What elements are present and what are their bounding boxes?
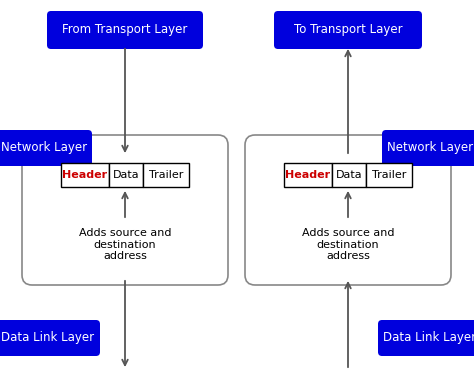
Bar [284,163,332,187]
Text: Header: Header [285,170,330,180]
Text: Data: Data [113,170,139,180]
Text: From Transport Layer: From Transport Layer [62,23,188,36]
FancyBboxPatch shape [245,135,451,285]
Text: Trailer: Trailer [372,170,406,180]
Text: Trailer: Trailer [149,170,183,180]
Text: To Transport Layer: To Transport Layer [294,23,402,36]
Text: Network Layer: Network Layer [1,141,87,155]
Bar [366,163,412,187]
Text: Header: Header [63,170,108,180]
Bar [332,163,366,187]
FancyBboxPatch shape [274,11,422,49]
Bar [143,163,189,187]
Bar [109,163,143,187]
Text: Data: Data [336,170,362,180]
Text: Adds source and
destination
address: Adds source and destination address [79,228,171,261]
FancyBboxPatch shape [22,135,228,285]
FancyBboxPatch shape [382,130,474,166]
Text: Adds source and
destination
address: Adds source and destination address [302,228,394,261]
Text: Data Link Layer: Data Link Layer [1,332,94,345]
FancyBboxPatch shape [0,130,92,166]
FancyBboxPatch shape [378,320,474,356]
Bar [61,163,109,187]
FancyBboxPatch shape [47,11,203,49]
Text: Data Link Layer: Data Link Layer [383,332,474,345]
FancyBboxPatch shape [0,320,100,356]
Text: Network Layer: Network Layer [387,141,473,155]
